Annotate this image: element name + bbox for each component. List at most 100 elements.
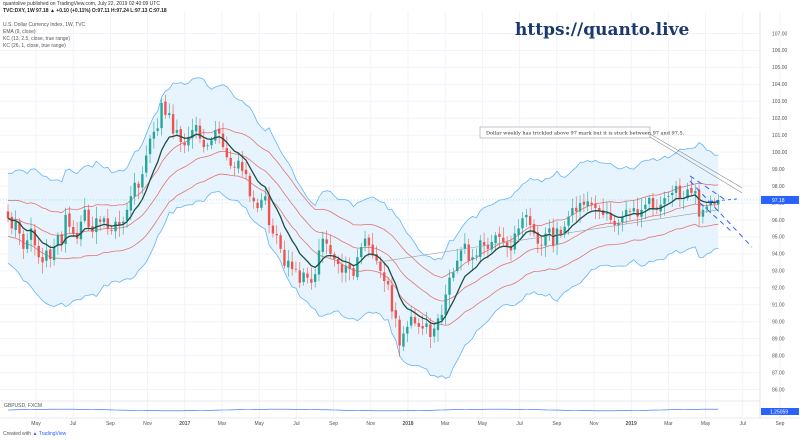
candle-body — [37, 245, 40, 258]
callout-line — [649, 136, 743, 194]
candle-body — [436, 318, 440, 331]
candle-body — [210, 140, 213, 146]
candle-body — [6, 211, 10, 219]
y-tick-label: 88.00 — [772, 353, 785, 359]
candle-body — [571, 208, 574, 216]
candle-body — [87, 209, 90, 227]
candle-body — [383, 272, 386, 282]
candle-body — [49, 249, 52, 259]
candle-body — [344, 265, 348, 273]
callout-line — [649, 133, 743, 188]
candle-body — [532, 224, 536, 234]
indicator-kc-13: KC (13, 2.5, close, true range) — [3, 36, 70, 42]
candle-body — [521, 218, 524, 229]
x-tick-label: Sep — [329, 421, 338, 427]
candle-body — [106, 218, 110, 229]
candle-body — [459, 250, 463, 262]
candle-body — [229, 157, 232, 166]
candle-body — [306, 273, 309, 278]
candle-body — [271, 225, 275, 234]
candle-body — [264, 196, 267, 201]
candle-body — [64, 214, 67, 244]
candle-body — [536, 232, 540, 244]
candle-body — [479, 240, 482, 257]
candle-body — [275, 233, 278, 236]
candle-body — [578, 203, 582, 212]
trendlines: Dollar weekly has trickled above 97 mark… — [0, 126, 760, 263]
candle-body — [505, 242, 509, 248]
ema9-line — [7, 133, 719, 325]
candle-body — [563, 226, 566, 235]
candle-body — [279, 235, 282, 249]
kc-inner-lower — [7, 173, 719, 326]
candle-body — [544, 233, 547, 246]
annotation-box — [479, 126, 651, 139]
candle-body — [482, 242, 486, 246]
candle-body — [52, 247, 56, 261]
chart-title: U.S. Dollar Currency Index, 1W, TVC — [3, 22, 86, 28]
annotation-text: Dollar weekly has trickled above 97 mark… — [486, 131, 685, 137]
candle-body — [582, 201, 586, 205]
y-tick-label: 94.00 — [772, 252, 785, 258]
y-tick-label: 90.00 — [772, 320, 785, 326]
publish-line: quantolive published on TradingView.com,… — [3, 1, 160, 7]
candle-body — [690, 187, 693, 193]
candle-body — [694, 191, 697, 194]
candle-body — [575, 207, 578, 212]
candle-body — [486, 244, 490, 249]
candle-body — [302, 272, 305, 283]
candle-body — [701, 209, 705, 217]
candle-body — [413, 317, 417, 324]
candle-body — [83, 209, 86, 221]
candle-body — [402, 333, 405, 347]
candle-body — [14, 221, 17, 230]
y-tick-label: 104.00 — [772, 82, 788, 88]
gbpusd-line — [7, 408, 719, 412]
candle-body — [548, 228, 551, 233]
y-tick-label: 95.00 — [772, 235, 785, 241]
indicator-ema: EMA (9, close) — [3, 29, 36, 35]
candle-body — [406, 326, 409, 334]
candle-body — [390, 285, 394, 312]
axes: 107.00 106.00 105.00 104.00 103.00 102.00 101.… — [0, 12, 800, 427]
candle-body — [171, 114, 175, 134]
y-tick-label: 106.00 — [772, 48, 788, 54]
candle-body — [202, 139, 205, 148]
y-tick-label: 98.00 — [772, 184, 785, 190]
kc-outer-lower — [7, 191, 719, 379]
candle-body — [617, 223, 620, 226]
candle-body — [310, 279, 313, 283]
candle-body — [559, 229, 563, 236]
candle-body — [502, 237, 505, 243]
candle-body — [10, 216, 14, 229]
candle-body — [287, 260, 290, 268]
candle-body — [417, 323, 421, 327]
candle-body — [367, 237, 371, 246]
candle-body — [298, 270, 301, 283]
candle-body — [609, 213, 612, 220]
candle-body — [528, 216, 532, 226]
x-tick-label: Nov — [590, 421, 599, 427]
x-tick-label: May — [254, 421, 264, 427]
candle-body — [713, 203, 716, 204]
channel-upper-dashed — [689, 180, 753, 248]
y-tick-label: 93.00 — [772, 269, 785, 275]
candle-body — [586, 201, 589, 207]
candle-body — [60, 234, 63, 244]
candle-body — [363, 238, 367, 247]
x-tick-label: May — [31, 421, 41, 427]
candle-body — [678, 185, 682, 198]
candle-body — [697, 189, 701, 217]
candle-body — [425, 323, 428, 327]
x-tick-label: 2019 — [626, 421, 637, 427]
candle-body — [498, 233, 501, 237]
footer-credit[interactable]: Created with ▲ TradingView — [3, 431, 66, 437]
candle-body — [663, 197, 666, 204]
footer-brand[interactable]: TradingView — [38, 431, 67, 437]
candle-body — [674, 186, 678, 193]
candle-body — [183, 142, 186, 146]
x-tick-label: Nov — [366, 421, 375, 427]
candle-body — [705, 206, 708, 210]
candle-body — [421, 326, 424, 329]
